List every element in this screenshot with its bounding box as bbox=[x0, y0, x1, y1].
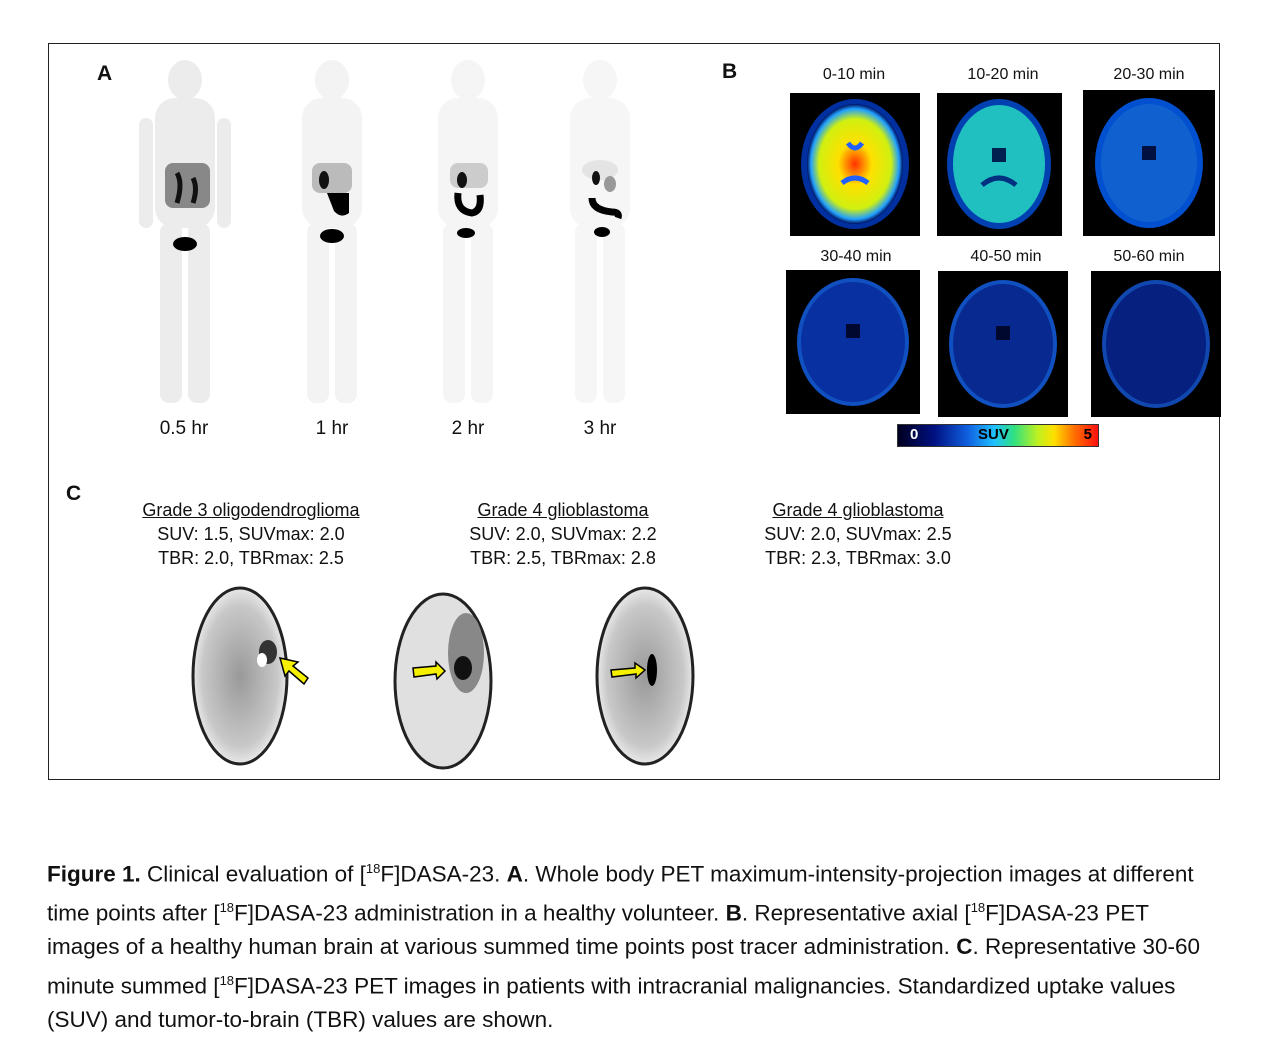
colorbar-min: 0 bbox=[910, 426, 919, 443]
brain-time-label-30-40: 30-40 min bbox=[820, 248, 892, 265]
case-3-suv: SUV: 2.0, SUVmax: 2.5 bbox=[764, 524, 952, 544]
caption-text: F]DASA-23 administration in a healthy vo… bbox=[234, 900, 726, 926]
panel-b-letter: B bbox=[722, 60, 738, 83]
brain-pet-10-20min bbox=[937, 93, 1062, 236]
case-3-stats: Grade 4 glioblastoma SUV: 2.0, SUVmax: 2… bbox=[708, 498, 1008, 570]
panel-c-letter: C bbox=[66, 482, 82, 505]
figure-caption: Figure 1. Clinical evaluation of [18F]DA… bbox=[47, 852, 1227, 1036]
panel-a-letter: A bbox=[97, 62, 113, 85]
caption-text: Clinical evaluation of [ bbox=[140, 861, 366, 887]
caption-text: . Representative axial [ bbox=[741, 900, 971, 926]
time-label-1hr: 1 hr bbox=[315, 418, 349, 439]
superscript: 18 bbox=[219, 900, 235, 915]
brain-pet-30-40min bbox=[786, 270, 920, 414]
whole-body-pet-1hr bbox=[302, 60, 362, 403]
case-2-stats: Grade 4 glioblastoma SUV: 2.0, SUVmax: 2… bbox=[413, 498, 713, 570]
whole-body-pet-3hr bbox=[570, 60, 630, 403]
case-1-stats: Grade 3 oligodendroglioma SUV: 1.5, SUVm… bbox=[101, 498, 401, 570]
suv-colorbar: 0 SUV 5 bbox=[897, 424, 1099, 447]
brain-time-label-20-30: 20-30 min bbox=[1113, 66, 1185, 83]
case-2-tbr: TBR: 2.5, TBRmax: 2.8 bbox=[470, 548, 656, 568]
caption-ref-a: A bbox=[506, 861, 523, 887]
arrow-icon bbox=[412, 660, 447, 681]
superscript: 18 bbox=[219, 972, 235, 988]
brain-pet-50-60min bbox=[1091, 271, 1221, 417]
caption-ref-c: C bbox=[956, 934, 973, 959]
caption-text: . Representative 30-60 minute summed [ bbox=[47, 934, 1201, 998]
caption-label: Figure 1. bbox=[47, 861, 141, 887]
superscript: 18 bbox=[970, 900, 986, 915]
caption-text: . Whole body PET maximum-intensity-proje… bbox=[47, 861, 1194, 926]
case-1-tbr: TBR: 2.0, TBRmax: 2.5 bbox=[158, 548, 344, 568]
case-3-tbr: TBR: 2.3, TBRmax: 3.0 bbox=[765, 548, 951, 568]
whole-body-pet-2hr bbox=[438, 60, 498, 403]
brain-time-label-40-50: 40-50 min bbox=[970, 248, 1042, 265]
brain-time-label-50-60: 50-60 min bbox=[1113, 248, 1185, 265]
brain-pet-40-50min bbox=[938, 271, 1068, 417]
arrow-icon bbox=[278, 656, 310, 686]
whole-body-pet-0-5hr bbox=[139, 60, 231, 403]
case-1-suv: SUV: 1.5, SUVmax: 2.0 bbox=[157, 524, 345, 544]
brain-time-label-10-20: 10-20 min bbox=[967, 66, 1039, 83]
arrow-icon bbox=[610, 661, 647, 680]
time-label-3hr: 3 hr bbox=[583, 418, 617, 439]
patient-pet-images bbox=[191, 586, 695, 770]
case-1-title: Grade 3 oligodendroglioma bbox=[142, 500, 360, 520]
case-3-title: Grade 4 glioblastoma bbox=[772, 500, 944, 520]
caption-ref-b: B bbox=[725, 900, 742, 926]
time-label-0-5hr: 0.5 hr bbox=[159, 418, 209, 439]
caption-text: F]DASA-23 PET images of a healthy human … bbox=[47, 900, 1149, 960]
colorbar-max: 5 bbox=[1083, 426, 1092, 443]
colorbar-label: SUV bbox=[978, 426, 1009, 443]
brain-time-label-0-10: 0-10 min bbox=[822, 66, 886, 83]
brain-pet-0-10min bbox=[790, 93, 920, 236]
brain-pet-20-30min bbox=[1083, 90, 1215, 236]
time-label-2hr: 2 hr bbox=[451, 418, 485, 439]
superscript: 18 bbox=[365, 861, 381, 876]
case-2-title: Grade 4 glioblastoma bbox=[477, 500, 649, 520]
caption-text: F]DASA-23 PET images in patients with in… bbox=[47, 973, 1176, 1032]
case-2-suv: SUV: 2.0, SUVmax: 2.2 bbox=[469, 524, 657, 544]
caption-text: F]DASA-23. bbox=[380, 861, 507, 887]
